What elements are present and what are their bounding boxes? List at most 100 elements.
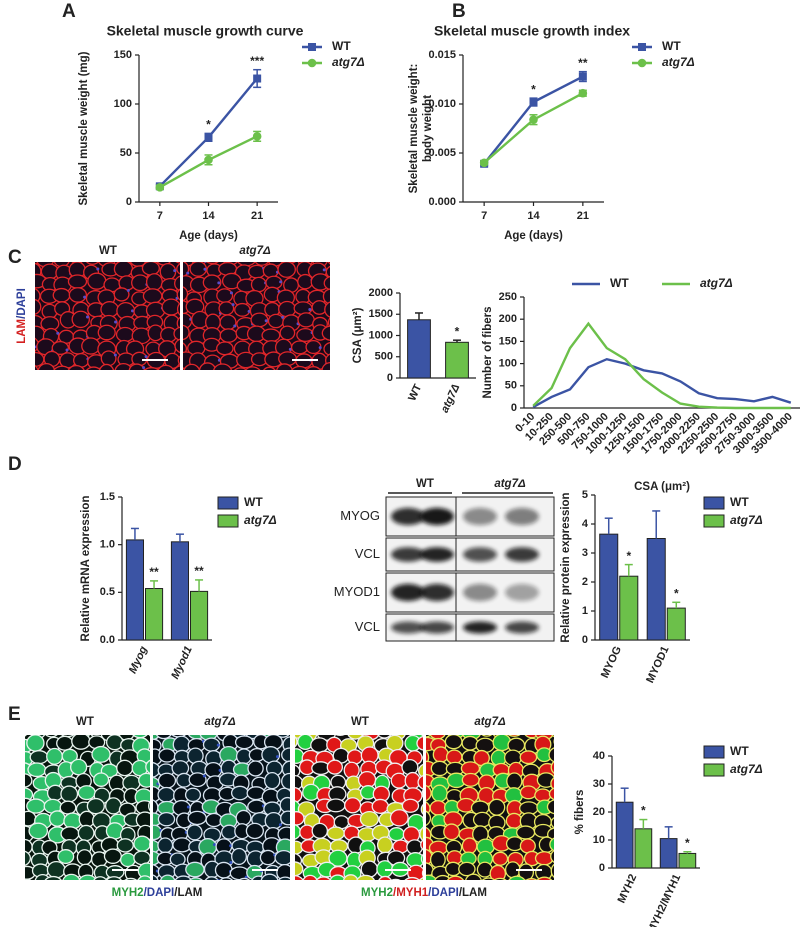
y-tick-label: 50 [505, 380, 517, 392]
nucleus [144, 355, 148, 359]
y-tick-label: 1000 [369, 329, 393, 341]
stain-label-part: /DAPI [16, 288, 28, 319]
cell [426, 784, 432, 802]
cell [335, 735, 345, 736]
x-tick-label: atg7Δ [439, 382, 463, 414]
cell [71, 735, 91, 750]
y-axis-label: Relative mRNA expression [80, 496, 92, 642]
x-tick-label: Myod1 [169, 644, 195, 681]
cell [25, 878, 32, 880]
cell [46, 747, 63, 765]
y-tick-label: 50 [120, 147, 132, 159]
cell [323, 275, 330, 291]
cell [260, 873, 279, 880]
cell [404, 876, 420, 880]
cell [171, 735, 186, 738]
cell [546, 799, 554, 815]
legend-label: atg7Δ [700, 276, 733, 290]
nucleus [336, 295, 339, 298]
nucleus [171, 369, 174, 370]
y-tick-label: 1.0 [100, 539, 115, 551]
blot-group-label: atg7Δ [494, 478, 526, 490]
cell [70, 758, 88, 776]
legend-label: atg7Δ [730, 762, 763, 776]
blot-band [463, 547, 497, 562]
cell [295, 811, 305, 826]
micrograph [35, 262, 180, 377]
cell [137, 875, 150, 880]
cell [420, 803, 423, 815]
nucleus [308, 308, 312, 312]
blot-band [463, 583, 497, 602]
cell [176, 302, 180, 316]
stain-label-part: /DAPI [428, 887, 459, 899]
legend-swatch [703, 514, 725, 528]
cell [235, 809, 252, 826]
cell [472, 811, 492, 828]
legend-label: WT [244, 495, 263, 509]
panel-letter: D [8, 454, 22, 475]
significance: ** [194, 564, 204, 578]
cell [116, 262, 129, 265]
cell [149, 741, 150, 748]
cell [418, 877, 423, 880]
nucleus [216, 743, 220, 747]
cell [262, 366, 276, 370]
nucleus [186, 805, 190, 809]
nucleus [169, 728, 172, 731]
cell [174, 275, 180, 292]
blot-band [420, 547, 454, 562]
nucleus [197, 370, 200, 373]
cell [524, 735, 540, 739]
cell [53, 262, 70, 268]
cell [106, 876, 122, 880]
cell [113, 262, 134, 278]
nucleus [288, 728, 291, 731]
blot-band [391, 507, 425, 526]
cell [416, 735, 423, 751]
nucleus [131, 309, 135, 313]
cell [518, 863, 535, 880]
cell [279, 325, 296, 341]
y-tick-label: 0 [511, 402, 517, 414]
image-label: atg7Δ [474, 716, 506, 728]
micrograph [426, 735, 571, 893]
nucleus [229, 861, 233, 865]
nucleus [56, 331, 60, 335]
cell [85, 262, 100, 265]
marker [578, 88, 588, 98]
cell [360, 860, 379, 878]
nucleus [291, 885, 294, 888]
cell [25, 773, 33, 788]
cell [432, 746, 449, 763]
nucleus [113, 353, 117, 357]
cell [390, 772, 408, 789]
cell [78, 874, 97, 880]
cell [326, 826, 345, 841]
cell [377, 735, 392, 739]
cell [67, 365, 85, 370]
blot-band [391, 583, 425, 602]
stain-label: MYH2/MYH1/DAPI/LAM [361, 887, 487, 899]
cell [206, 262, 219, 265]
cell [295, 786, 303, 804]
cell [116, 759, 134, 777]
cell [267, 313, 285, 329]
nucleus [202, 774, 206, 778]
cell [295, 748, 305, 764]
image-label: WT [76, 716, 94, 728]
cell [71, 310, 90, 329]
legend-label: atg7Δ [332, 55, 365, 69]
y-tick-label: 3 [582, 547, 588, 559]
cell [556, 877, 571, 893]
cell [519, 750, 538, 765]
panel-letter: B [452, 1, 466, 22]
cell [57, 849, 75, 865]
nucleus [157, 374, 160, 377]
bar [646, 538, 666, 641]
nucleus [65, 348, 69, 352]
cell [115, 326, 135, 343]
cell [295, 875, 304, 880]
nucleus [203, 267, 207, 271]
legend-marker [637, 58, 647, 68]
